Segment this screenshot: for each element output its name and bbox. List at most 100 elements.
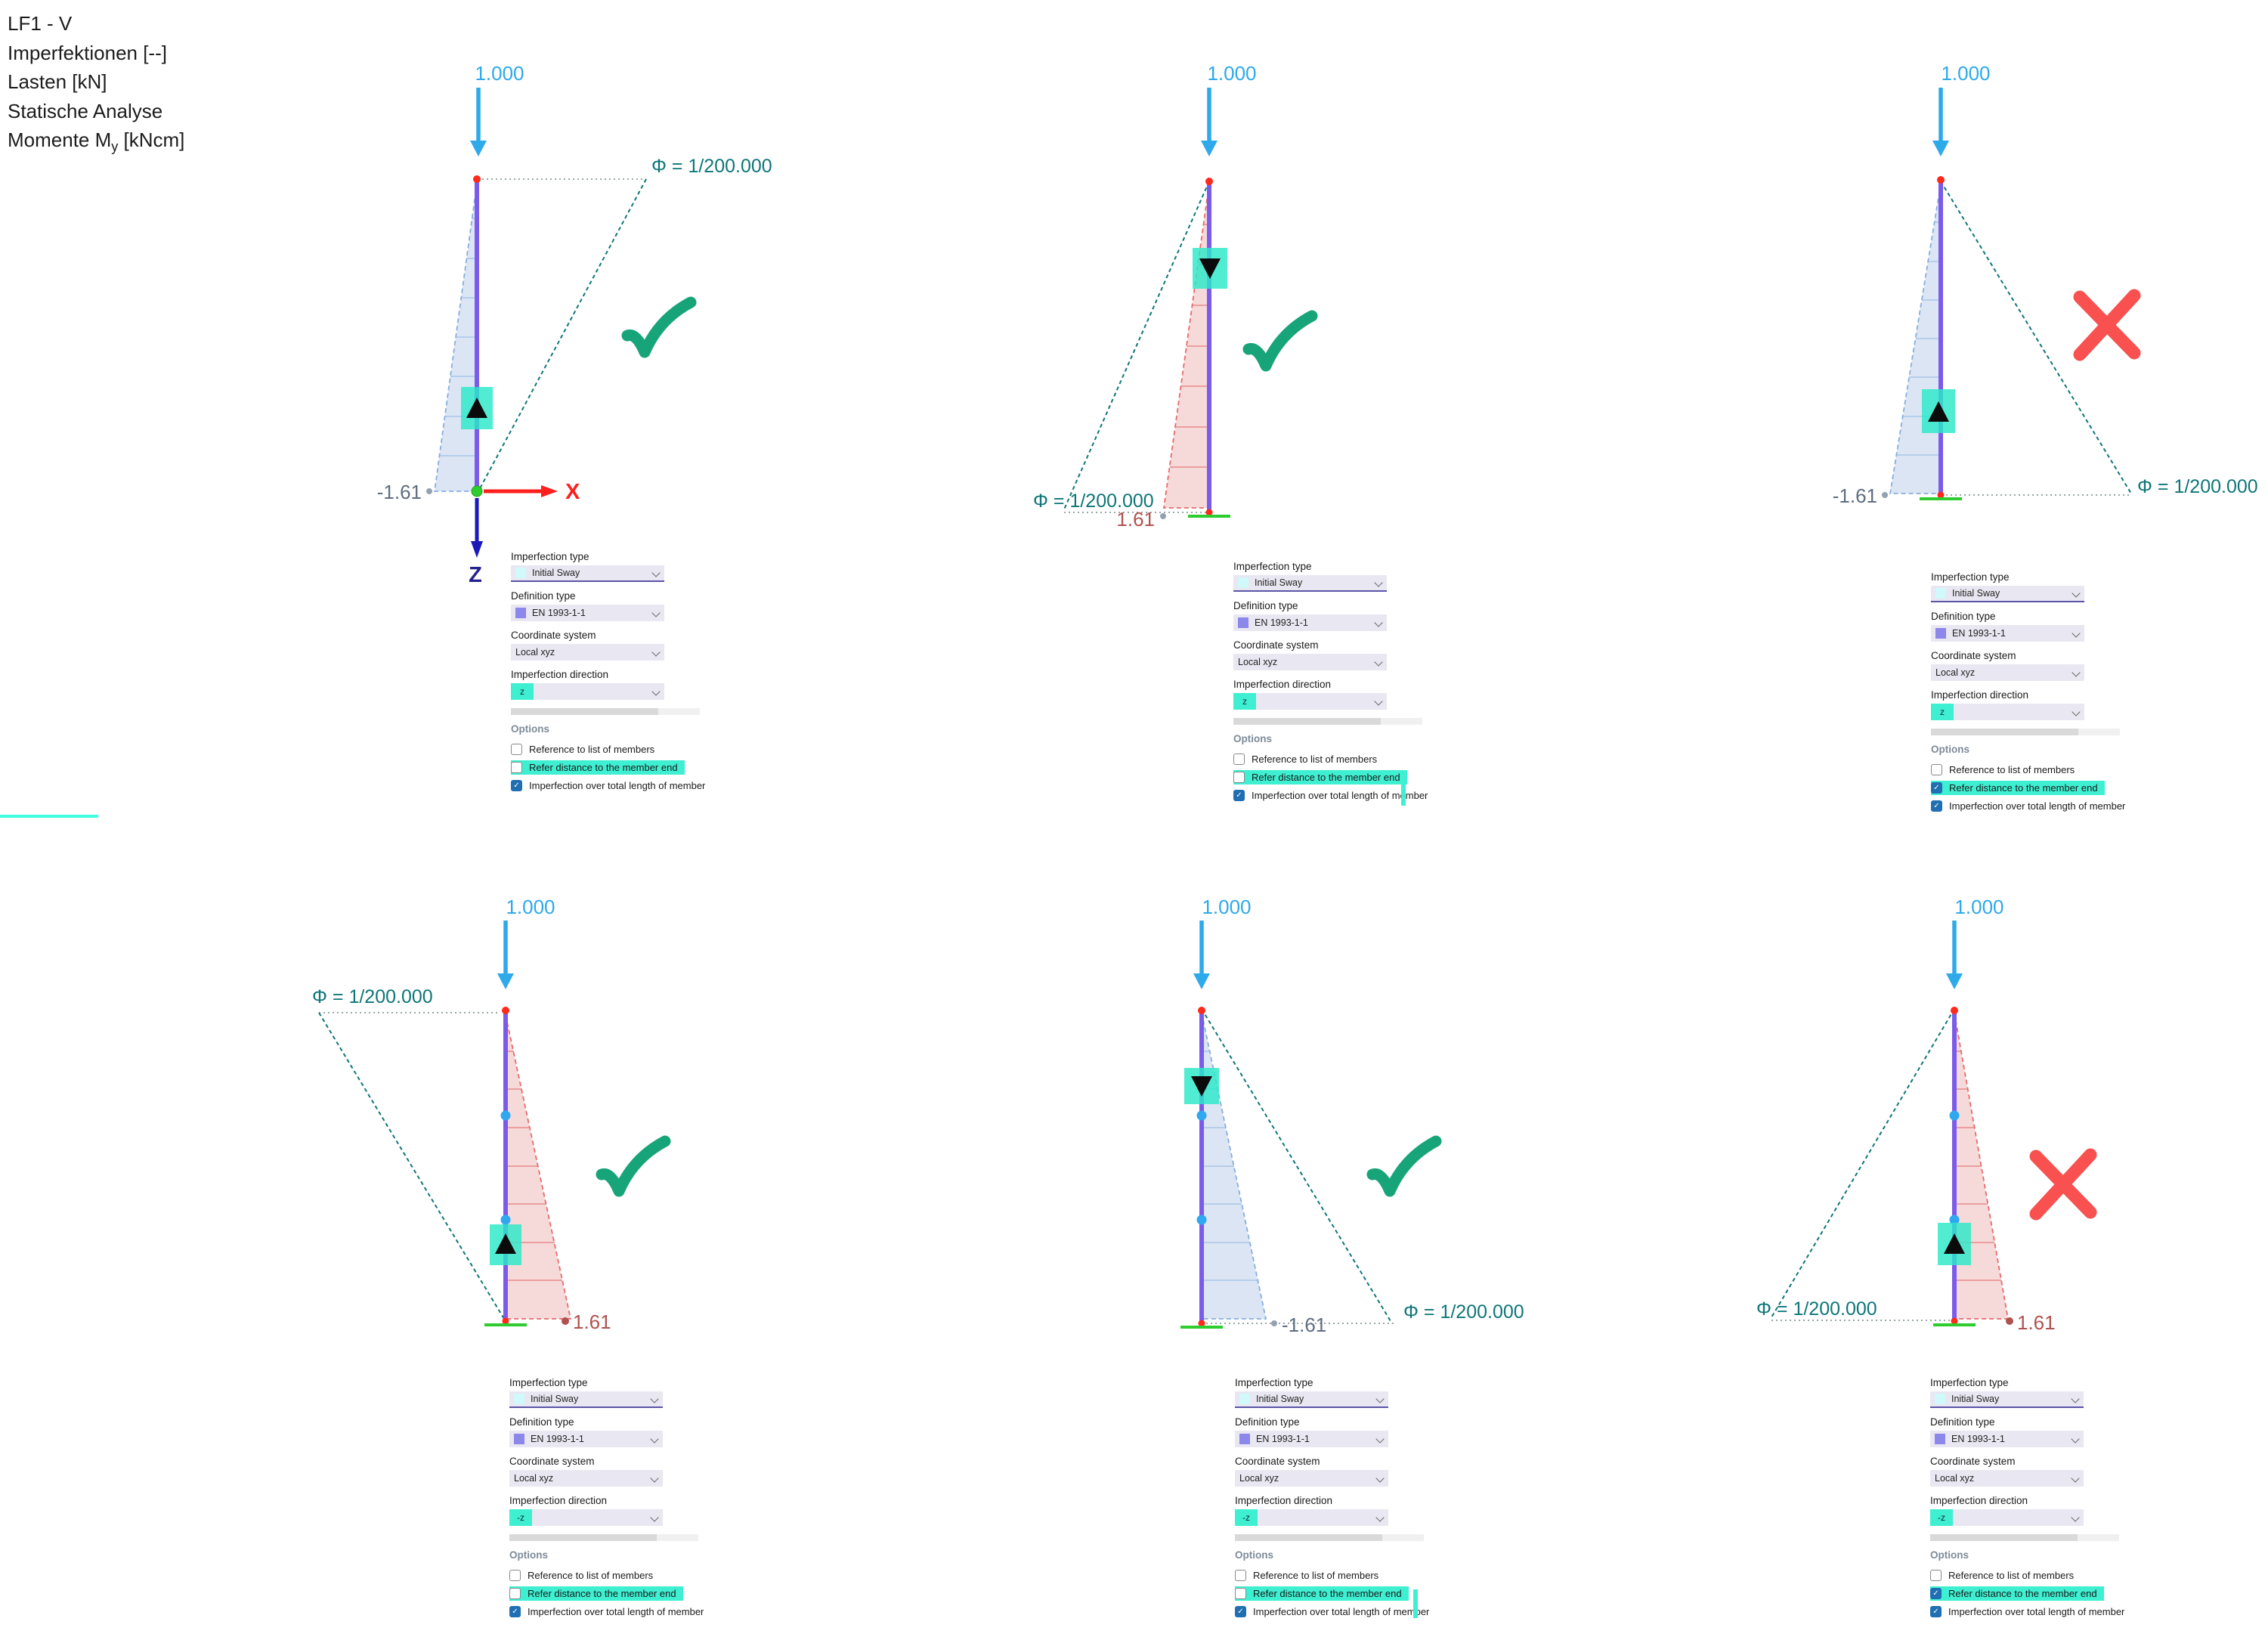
option-reference-to-list[interactable]: Reference to list of members [1931, 763, 2075, 777]
definition-type-dropdown[interactable]: EN 1993-1-1 [511, 605, 664, 621]
direction-value: -z [1235, 1509, 1258, 1526]
scrollbar-thumb[interactable] [1233, 718, 1381, 725]
checkbox-checked-icon[interactable]: ✓ [511, 780, 522, 791]
coordinate-system-label: Coordinate system [509, 1456, 595, 1467]
checkbox-checked-icon[interactable]: ✓ [509, 1606, 521, 1617]
member-node [1949, 1110, 1960, 1121]
option-refer-distance[interactable]: ✓ Refer distance to the member end [1931, 781, 2105, 795]
definition-type-dropdown[interactable]: EN 1993-1-1 [1930, 1431, 2084, 1447]
imperfection-type-dropdown[interactable]: Initial Sway [509, 1391, 663, 1408]
teal-highlight-bar [1413, 1589, 1418, 1618]
option-refer-distance[interactable]: Refer distance to the member end [509, 1586, 683, 1601]
option-total-length[interactable]: ✓ Imperfection over total length of memb… [509, 1605, 704, 1619]
checkbox-unchecked-icon[interactable] [1235, 1570, 1246, 1581]
checkbox-unchecked-icon[interactable] [1235, 1588, 1246, 1599]
option-reference-to-list[interactable]: Reference to list of members [511, 742, 654, 757]
checkbox-unchecked-icon[interactable] [1930, 1570, 1942, 1581]
checkbox-unchecked-icon[interactable] [509, 1570, 521, 1581]
checkbox-unchecked-icon[interactable] [1233, 754, 1245, 765]
settings-panel-4: Imperfection type Initial Sway Definitio… [509, 1377, 736, 1623]
checkbox-unchecked-icon[interactable] [1233, 772, 1245, 783]
option-refer-distance[interactable]: ✓ Refer distance to the member end [1930, 1586, 2104, 1601]
imperfection-type-dropdown[interactable]: Initial Sway [1930, 1391, 2084, 1408]
coordinate-system-dropdown[interactable]: Local xyz [1233, 654, 1387, 670]
load-value-label: 1.000 [1954, 896, 2003, 918]
definition-type-dropdown[interactable]: EN 1993-1-1 [1233, 614, 1387, 631]
horizontal-scrollbar[interactable] [1235, 1534, 1424, 1541]
imperfection-type-dropdown[interactable]: Initial Sway [511, 565, 664, 582]
coordinate-system-dropdown[interactable]: Local xyz [1930, 1470, 2084, 1487]
member-node [500, 1215, 511, 1225]
scrollbar-thumb[interactable] [1931, 729, 2078, 735]
option-reference-to-list[interactable]: Reference to list of members [1233, 752, 1377, 766]
scrollbar-thumb[interactable] [509, 1534, 657, 1541]
option-total-length[interactable]: ✓ Imperfection over total length of memb… [1235, 1605, 1429, 1619]
coordinate-system-dropdown[interactable]: Local xyz [509, 1470, 663, 1487]
definition-type-label: Definition type [1930, 1416, 1995, 1428]
imperfection-direction-label: Imperfection direction [1235, 1495, 1333, 1506]
checkbox-unchecked-icon[interactable] [509, 1588, 521, 1599]
checkbox-unchecked-icon[interactable] [511, 762, 522, 773]
checkbox-checked-icon[interactable]: ✓ [1235, 1606, 1246, 1617]
option-total-length[interactable]: ✓ Imperfection over total length of memb… [1930, 1605, 2124, 1619]
imperfection-type-dropdown[interactable]: Initial Sway [1235, 1391, 1388, 1408]
definition-type-dropdown[interactable]: EN 1993-1-1 [1235, 1431, 1388, 1447]
load-arrow-icon [1193, 921, 1210, 989]
definition-color-swatch [1935, 628, 1946, 639]
option-reference-to-list[interactable]: Reference to list of members [509, 1568, 653, 1583]
option-reference-to-list[interactable]: Reference to list of members [1930, 1568, 2074, 1583]
chevron-down-icon [650, 1394, 659, 1403]
imperfection-type-dropdown[interactable]: Initial Sway [1233, 575, 1387, 592]
option-refer-distance[interactable]: Refer distance to the member end [511, 760, 685, 775]
imperfection-direction-dropdown[interactable]: -z [509, 1509, 663, 1526]
imperfection-direction-dropdown[interactable]: z [1233, 693, 1387, 710]
chevron-down-icon [1375, 1513, 1385, 1522]
imperfection-direction-dropdown[interactable]: -z [1930, 1509, 2084, 1526]
horizontal-scrollbar[interactable] [1930, 1534, 2119, 1541]
horizontal-scrollbar[interactable] [1233, 718, 1422, 725]
imperfection-direction-dropdown[interactable]: -z [1235, 1509, 1388, 1526]
imperfection-direction-label: Imperfection direction [511, 669, 609, 680]
chevron-down-icon [1374, 578, 1383, 587]
chevron-down-icon [2072, 707, 2081, 716]
option-total-length[interactable]: ✓ Imperfection over total length of memb… [1233, 788, 1428, 803]
option-reference-to-list[interactable]: Reference to list of members [1235, 1568, 1378, 1583]
direction-value: -z [1930, 1509, 1953, 1526]
checkbox-checked-icon[interactable]: ✓ [1930, 1606, 1942, 1617]
imperfection-direction-dropdown[interactable]: z [1931, 704, 2084, 720]
option-total-length[interactable]: ✓ Imperfection over total length of memb… [1931, 799, 2125, 813]
horizontal-scrollbar[interactable] [511, 708, 700, 715]
scrollbar-thumb[interactable] [511, 708, 658, 715]
checkbox-unchecked-icon[interactable] [1931, 764, 1942, 775]
horizontal-scrollbar[interactable] [509, 1534, 698, 1541]
definition-type-value: EN 1993-1-1 [1952, 628, 2006, 639]
definition-type-dropdown[interactable]: EN 1993-1-1 [1931, 625, 2084, 642]
chevron-down-icon [1374, 618, 1383, 627]
chevron-down-icon [651, 687, 661, 696]
imperfection-type-label: Imperfection type [1235, 1377, 1313, 1388]
coordinate-system-dropdown[interactable]: Local xyz [1931, 664, 2084, 681]
coordinate-system-value: Local xyz [514, 1473, 554, 1484]
checkbox-checked-icon[interactable]: ✓ [1931, 800, 1942, 812]
option-refer-distance[interactable]: Refer distance to the member end [1233, 770, 1407, 784]
check-icon [1372, 1141, 1436, 1191]
checkbox-checked-icon[interactable]: ✓ [1233, 790, 1245, 801]
coordinate-system-dropdown[interactable]: Local xyz [511, 644, 664, 661]
checkbox-unchecked-icon[interactable] [511, 744, 522, 755]
coordinate-system-label: Coordinate system [1930, 1456, 2016, 1467]
imperfection-type-dropdown[interactable]: Initial Sway [1931, 586, 2084, 602]
cross-icon [2036, 1155, 2090, 1214]
definition-type-dropdown[interactable]: EN 1993-1-1 [509, 1431, 663, 1447]
coordinate-system-dropdown[interactable]: Local xyz [1235, 1470, 1388, 1487]
checkbox-checked-icon[interactable]: ✓ [1930, 1588, 1942, 1599]
imperfection-direction-dropdown[interactable]: z [511, 683, 664, 700]
legend-loadcase: LF1 - V [8, 12, 73, 35]
option-total-length[interactable]: ✓ Imperfection over total length of memb… [511, 778, 705, 793]
scrollbar-thumb[interactable] [1235, 1534, 1382, 1541]
definition-type-value: EN 1993-1-1 [1255, 617, 1308, 628]
moment-diagram [1201, 1012, 1267, 1320]
checkbox-checked-icon[interactable]: ✓ [1931, 782, 1942, 794]
option-refer-distance[interactable]: Refer distance to the member end [1235, 1586, 1409, 1601]
horizontal-scrollbar[interactable] [1931, 729, 2120, 735]
scrollbar-thumb[interactable] [1930, 1534, 2078, 1541]
